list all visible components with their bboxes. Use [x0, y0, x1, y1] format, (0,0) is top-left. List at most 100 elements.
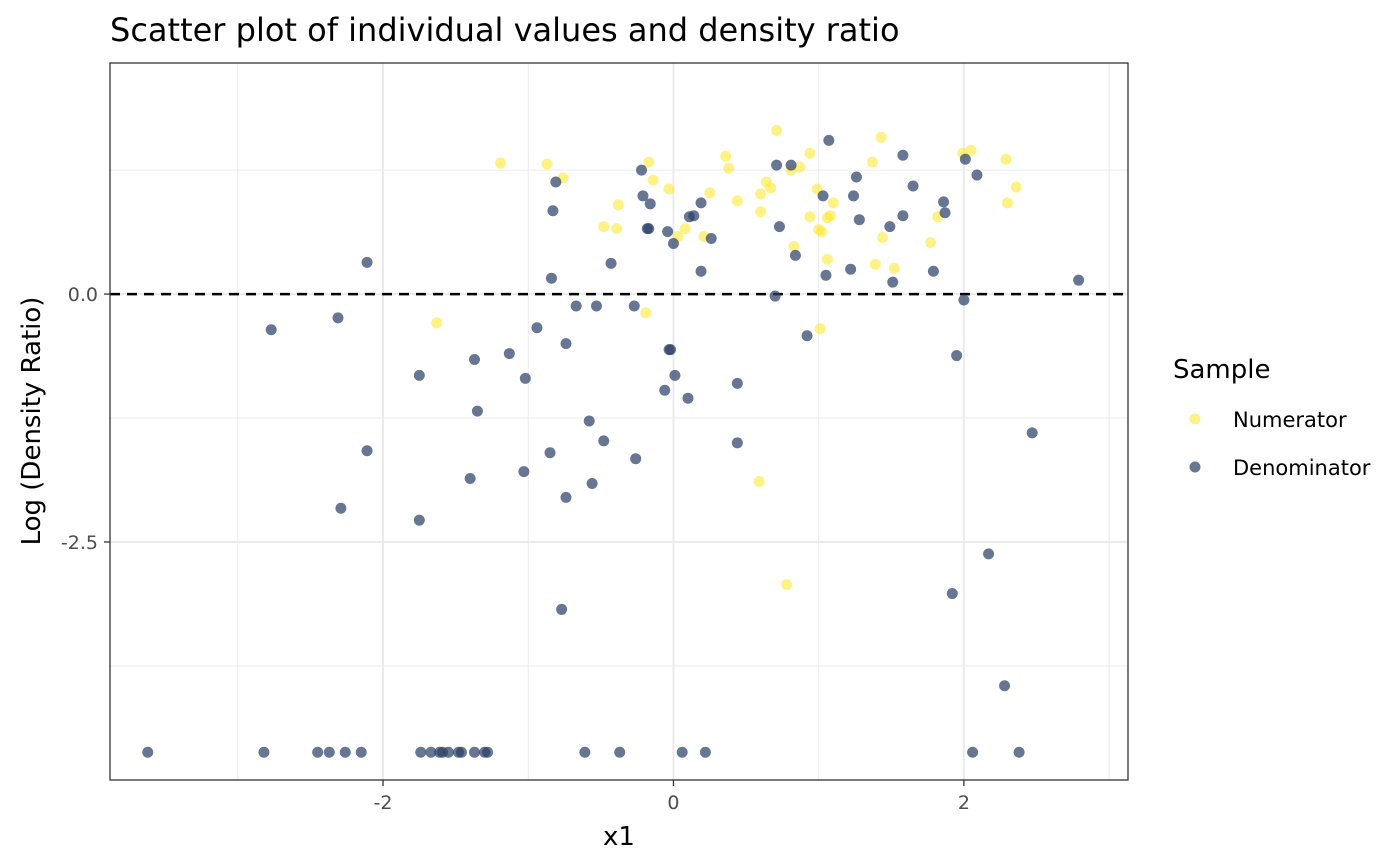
data-point-numerator: [431, 317, 443, 329]
data-point-numerator: [877, 232, 889, 244]
data-point-numerator: [1001, 197, 1013, 209]
data-point-numerator: [821, 253, 833, 265]
data-point-denominator: [850, 171, 862, 183]
data-point-numerator: [647, 174, 659, 186]
data-point-denominator: [413, 369, 425, 381]
data-point-denominator: [946, 588, 958, 600]
data-point-denominator: [464, 473, 476, 485]
data-point-denominator: [442, 746, 454, 758]
data-point-numerator: [771, 124, 783, 136]
data-point-denominator: [699, 746, 711, 758]
data-point-denominator: [659, 384, 671, 396]
x-tick-label: 2: [958, 792, 970, 814]
data-point-denominator: [544, 447, 556, 459]
data-point-denominator: [983, 548, 995, 560]
data-point-denominator: [731, 377, 743, 389]
data-point-numerator: [781, 579, 793, 591]
data-point-denominator: [415, 746, 427, 758]
data-point-denominator: [971, 169, 983, 181]
data-point-denominator: [579, 746, 591, 758]
data-point-numerator: [804, 147, 816, 159]
legend-label-numerator: Numerator: [1233, 408, 1347, 432]
data-point-denominator: [643, 223, 655, 235]
plot-panel: [110, 63, 1128, 780]
data-point-denominator: [884, 221, 896, 233]
data-point-denominator: [853, 214, 865, 226]
data-point-numerator: [755, 188, 767, 200]
data-point-numerator: [598, 221, 610, 233]
data-point-denominator: [560, 338, 572, 350]
data-point-denominator: [482, 746, 494, 758]
data-point-numerator: [1010, 181, 1022, 193]
data-point-numerator: [875, 131, 887, 143]
data-point-numerator: [1000, 153, 1012, 165]
chart-title: Scatter plot of individual values and de…: [110, 11, 900, 49]
legend-label-denominator: Denominator: [1233, 456, 1371, 480]
data-point-denominator: [688, 210, 700, 222]
data-point-numerator: [643, 156, 655, 168]
data-point-denominator: [556, 603, 568, 615]
legend-key-numerator: [1189, 413, 1201, 425]
minor-gridlines: [110, 63, 1128, 780]
data-point-denominator: [265, 324, 277, 336]
series-numerator: [431, 124, 1022, 591]
data-point-denominator: [1013, 746, 1025, 758]
data-point-denominator: [771, 159, 783, 171]
data-point-denominator: [586, 477, 598, 489]
data-point-numerator: [816, 226, 828, 238]
data-point-numerator: [731, 195, 743, 207]
legend-title: Sample: [1173, 355, 1271, 385]
data-point-denominator: [897, 149, 909, 161]
data-point-denominator: [769, 290, 781, 302]
data-point-denominator: [628, 300, 640, 312]
data-point-denominator: [583, 415, 595, 427]
data-point-denominator: [938, 196, 950, 208]
data-point-denominator: [636, 164, 648, 176]
data-point-denominator: [959, 153, 971, 165]
data-point-denominator: [258, 746, 270, 758]
data-point-denominator: [695, 265, 707, 277]
data-point-numerator: [663, 183, 675, 195]
data-point-denominator: [705, 233, 717, 245]
x-axis-title: x1: [603, 822, 635, 852]
data-point-numerator: [720, 150, 732, 162]
data-point-numerator: [804, 211, 816, 223]
data-point-denominator: [323, 746, 335, 758]
series-denominator: [142, 134, 1085, 758]
data-point-denominator: [785, 159, 797, 171]
data-point-denominator: [695, 197, 707, 209]
y-axis: 0.0 -2.5: [61, 284, 110, 554]
data-point-numerator: [866, 156, 878, 168]
data-point-denominator: [789, 249, 801, 261]
data-point-numerator: [723, 162, 735, 174]
data-point-denominator: [958, 294, 970, 306]
data-point-denominator: [471, 405, 483, 417]
data-point-denominator: [355, 746, 367, 758]
data-point-denominator: [773, 221, 785, 233]
data-point-denominator: [644, 198, 656, 210]
x-axis: -2 0 2: [374, 780, 970, 814]
data-point-numerator: [541, 158, 553, 170]
data-point-numerator: [704, 187, 716, 199]
data-point-denominator: [731, 437, 743, 449]
data-point-denominator: [967, 746, 979, 758]
major-gridlines: [110, 63, 1128, 780]
data-point-denominator: [951, 350, 963, 362]
data-point-denominator: [667, 237, 679, 249]
data-point-denominator: [339, 746, 351, 758]
data-point-denominator: [545, 272, 557, 284]
data-point-denominator: [614, 746, 626, 758]
data-point-denominator: [361, 445, 373, 457]
data-point-numerator: [612, 199, 624, 211]
data-point-numerator: [640, 307, 652, 319]
data-point-denominator: [999, 680, 1011, 692]
data-point-numerator: [869, 258, 881, 270]
data-point-denominator: [560, 491, 572, 503]
data-point-denominator: [503, 348, 515, 360]
data-point-numerator: [679, 223, 691, 235]
data-point-denominator: [519, 372, 531, 384]
y-tick-label: -2.5: [61, 532, 98, 554]
data-point-denominator: [801, 330, 813, 342]
legend: Sample Numerator Denominator: [1173, 355, 1371, 480]
